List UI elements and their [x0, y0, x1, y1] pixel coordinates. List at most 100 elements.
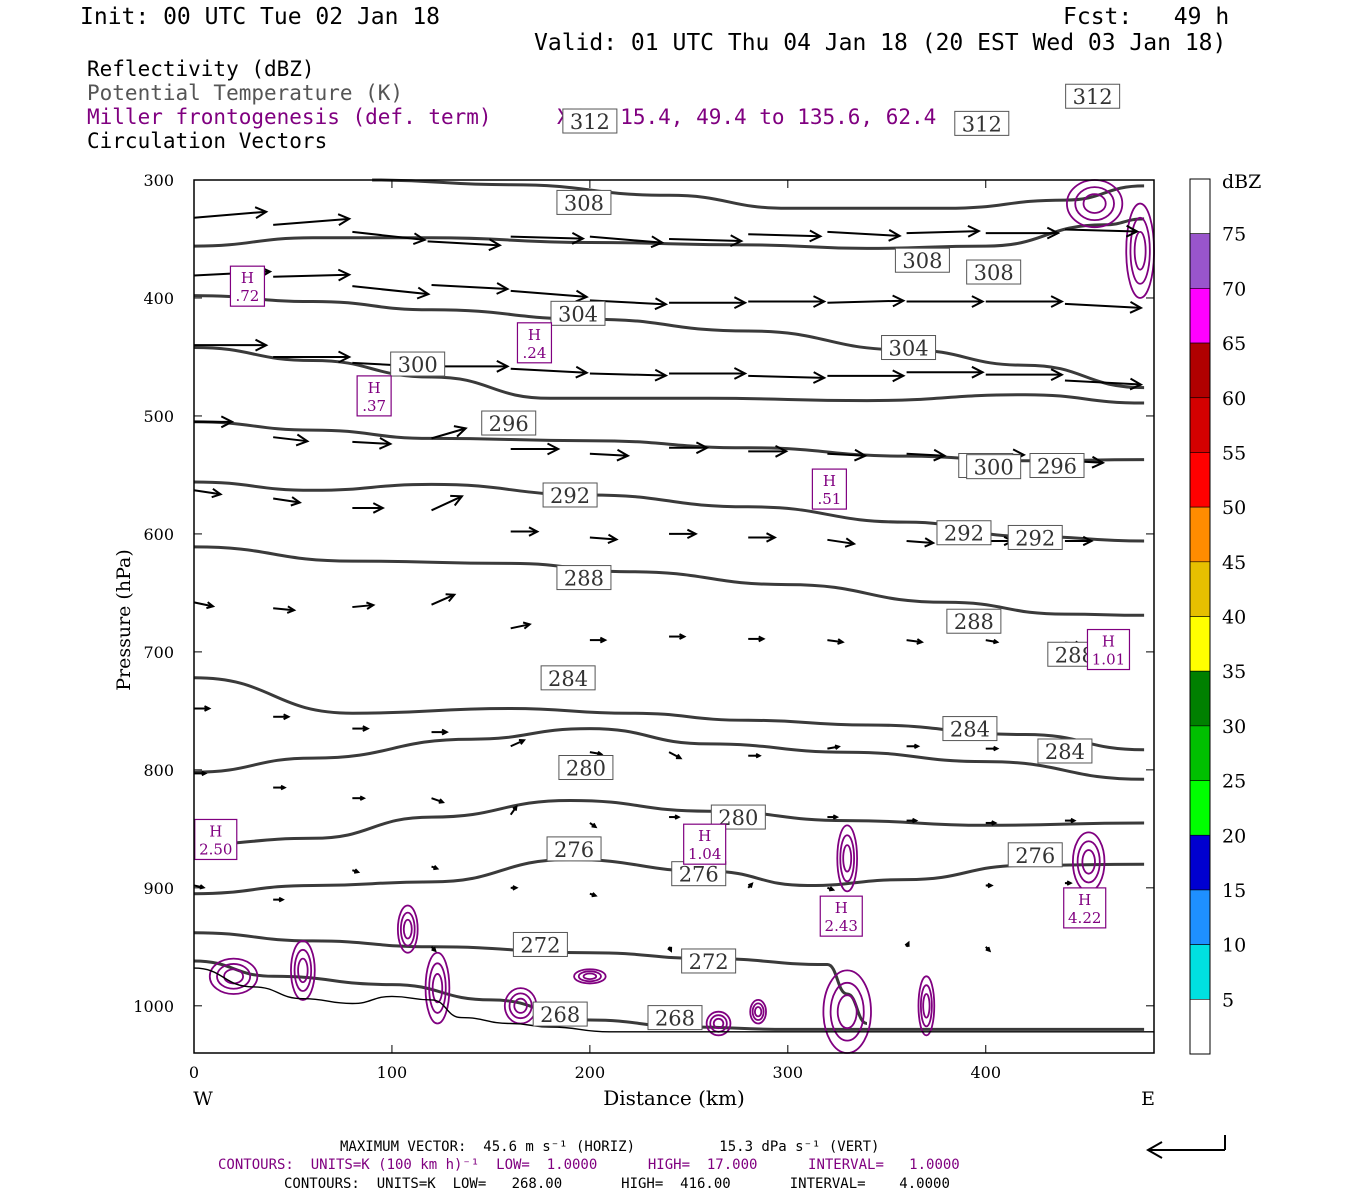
vector-head	[283, 713, 291, 721]
vector-shaft	[906, 639, 922, 644]
frontogenesis-max-box	[1086, 628, 1131, 671]
frontogenesis-contour	[293, 948, 313, 992]
y-tick-label: 800	[143, 761, 174, 780]
theta-contour-label: 276	[554, 838, 594, 862]
x-axis-title: Distance (km)	[603, 1086, 745, 1110]
vector-head	[255, 338, 269, 352]
frontogenesis-max-value: 2.50	[199, 840, 232, 858]
theta-label-box	[966, 259, 1022, 285]
vector-head	[1050, 368, 1065, 381]
vector-shaft	[510, 289, 587, 298]
vector-head	[362, 725, 370, 732]
frontogenesis-max-value: .72	[236, 287, 260, 305]
theta-label-box	[540, 665, 596, 691]
vector-head	[453, 425, 468, 438]
y-tick-label: 600	[143, 525, 174, 544]
frontogenesis-max-box	[819, 895, 863, 937]
theta-label-box	[546, 836, 602, 862]
terrain-line	[193, 967, 1154, 1033]
vector-head	[433, 865, 440, 871]
vector-head	[679, 633, 687, 640]
theta-contour-label: 292	[550, 484, 590, 508]
y-tick-label: 900	[143, 879, 174, 898]
vector-shaft	[827, 639, 843, 644]
vector-head	[991, 820, 998, 826]
vector-head	[450, 494, 464, 507]
theta-contour-line	[193, 676, 1145, 752]
colorbar-level-label: 55	[1222, 442, 1246, 464]
colorbar-swatch	[1189, 506, 1211, 563]
vector-head	[438, 798, 445, 804]
vector-head	[372, 502, 385, 514]
frontogenesis-contour	[223, 968, 244, 985]
vector-head	[758, 635, 766, 643]
vector-head	[667, 946, 673, 953]
frontogenesis-max-value: .37	[362, 397, 386, 415]
vector-head	[916, 638, 924, 645]
vector-head	[650, 235, 665, 249]
x-tick-label: 200	[575, 1063, 606, 1082]
x-tick-label: 300	[773, 1063, 804, 1082]
vector-head	[512, 885, 519, 891]
theta-label-box	[562, 108, 618, 134]
theta-contour-line	[193, 294, 1145, 390]
frontogenesis-contour	[582, 972, 598, 981]
theta-label-box	[681, 948, 737, 974]
vector-head	[913, 743, 921, 749]
vector-head	[733, 296, 748, 309]
vector-head	[1070, 817, 1077, 824]
frontogenesis-contour	[709, 1014, 728, 1033]
theta-contour-label: 308	[564, 191, 604, 215]
vector-head	[599, 636, 608, 644]
vector-head	[616, 448, 631, 462]
theta-label-box	[1065, 83, 1121, 109]
vector-head	[1046, 226, 1061, 240]
colorbar-level-label: 30	[1222, 716, 1246, 738]
vector-shaft	[1064, 228, 1138, 233]
vector-head	[733, 367, 748, 380]
vector-head	[201, 770, 208, 777]
x-tick-label: 400	[970, 1063, 1001, 1082]
frontogenesis-max-value: 1.04	[688, 845, 721, 863]
theta-contour-label: 276	[1015, 844, 1055, 868]
vector-head	[828, 886, 836, 892]
vector-head	[607, 533, 619, 545]
colorbar-level-label: 65	[1222, 333, 1246, 355]
theta-label-box	[671, 861, 727, 887]
vector-scale-arrow	[1145, 1135, 1226, 1159]
vector-shaft	[906, 230, 979, 235]
vector-head	[295, 433, 310, 447]
theta-contour-label: 300	[974, 456, 1014, 480]
vector-shaft	[827, 538, 855, 545]
frontogenesis-contour	[1129, 216, 1151, 285]
vector-head	[431, 946, 437, 953]
theta-contour-line	[193, 545, 1145, 617]
vector-shaft	[1064, 379, 1141, 386]
frontogenesis-contour	[216, 963, 252, 990]
vector-head	[837, 638, 845, 645]
vector-shaft	[510, 739, 525, 748]
vector-head	[971, 295, 985, 308]
frontogenesis-max-letter: H	[528, 326, 541, 344]
vector-head	[888, 229, 902, 242]
vector-shaft	[748, 233, 821, 238]
frontogenesis-contour	[396, 904, 419, 954]
theta-label-box	[1007, 842, 1063, 868]
theta-label-box	[481, 410, 537, 436]
theta-label-box	[556, 189, 612, 215]
theta-contour-line	[193, 480, 1145, 543]
colorbar-swatch	[1189, 342, 1211, 399]
frontogenesis-contour-info: CONTOURS: UNITS=K (100 km h)⁻¹ LOW= 1.00…	[218, 1157, 960, 1173]
colorbar-swatch	[1189, 616, 1211, 672]
circulation-vectors	[193, 206, 1144, 953]
frontogenesis-contour	[513, 997, 528, 1014]
vector-head	[1125, 224, 1140, 238]
frontogenesis-max-box	[811, 468, 847, 510]
vector-head	[512, 804, 518, 811]
vector-shaft	[431, 495, 463, 512]
vector-shaft	[589, 452, 628, 457]
colorbar-level-label: 25	[1222, 771, 1246, 793]
x-tick-label: 0	[189, 1063, 199, 1082]
frontogenesis-max-letter: H	[368, 379, 381, 397]
vector-head	[353, 868, 361, 874]
